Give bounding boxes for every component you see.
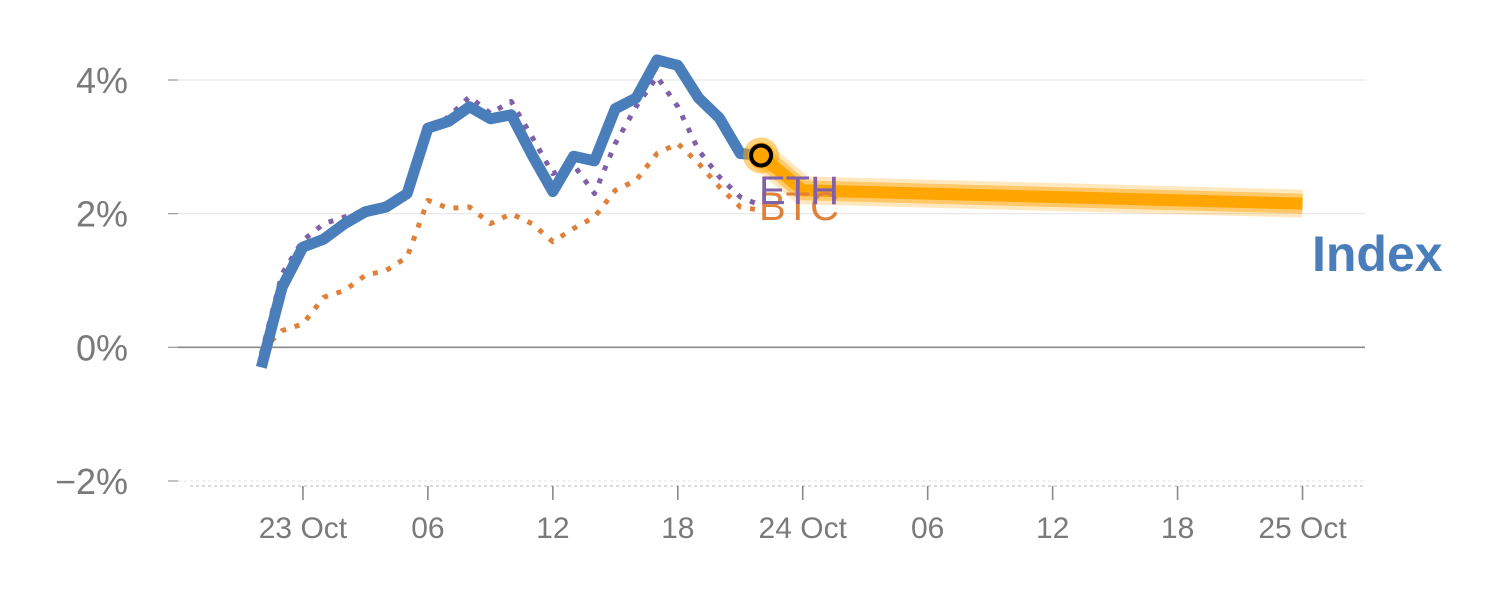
x-tick-label: 24 Oct [759, 512, 848, 545]
current-point-marker [749, 143, 774, 168]
series-line-eth [258, 74, 763, 355]
forecast-line [757, 150, 1303, 210]
series-label-btc: BTC [759, 185, 839, 229]
x-tick-label: 18 [661, 512, 694, 545]
y-tick-label: 2% [76, 194, 128, 235]
axes: 4% 2% 0% −2% 23 Oct 06 12 18 24 Oct 06 12 18 25 Oct [55, 60, 1365, 545]
x-tick-label: 12 [1036, 512, 1069, 545]
x-tick-label: 06 [911, 512, 944, 545]
series-label-eth: ETH [759, 169, 839, 213]
series-line-index [255, 54, 762, 369]
x-tick-label: 06 [411, 512, 444, 545]
x-tick-label: 18 [1161, 512, 1194, 545]
grid [178, 79, 1365, 482]
x-tick-label: 23 Oct [259, 512, 348, 545]
y-tick-label: −2% [55, 461, 128, 502]
series-lines [255, 54, 1303, 369]
x-tick-label: 12 [536, 512, 569, 545]
y-tick-label: 4% [76, 60, 128, 101]
series-line-btc [259, 141, 762, 353]
series-label-index: Index [1312, 226, 1443, 282]
x-tick-label: 25 Oct [1258, 512, 1347, 545]
y-tick-label: 0% [76, 327, 128, 368]
